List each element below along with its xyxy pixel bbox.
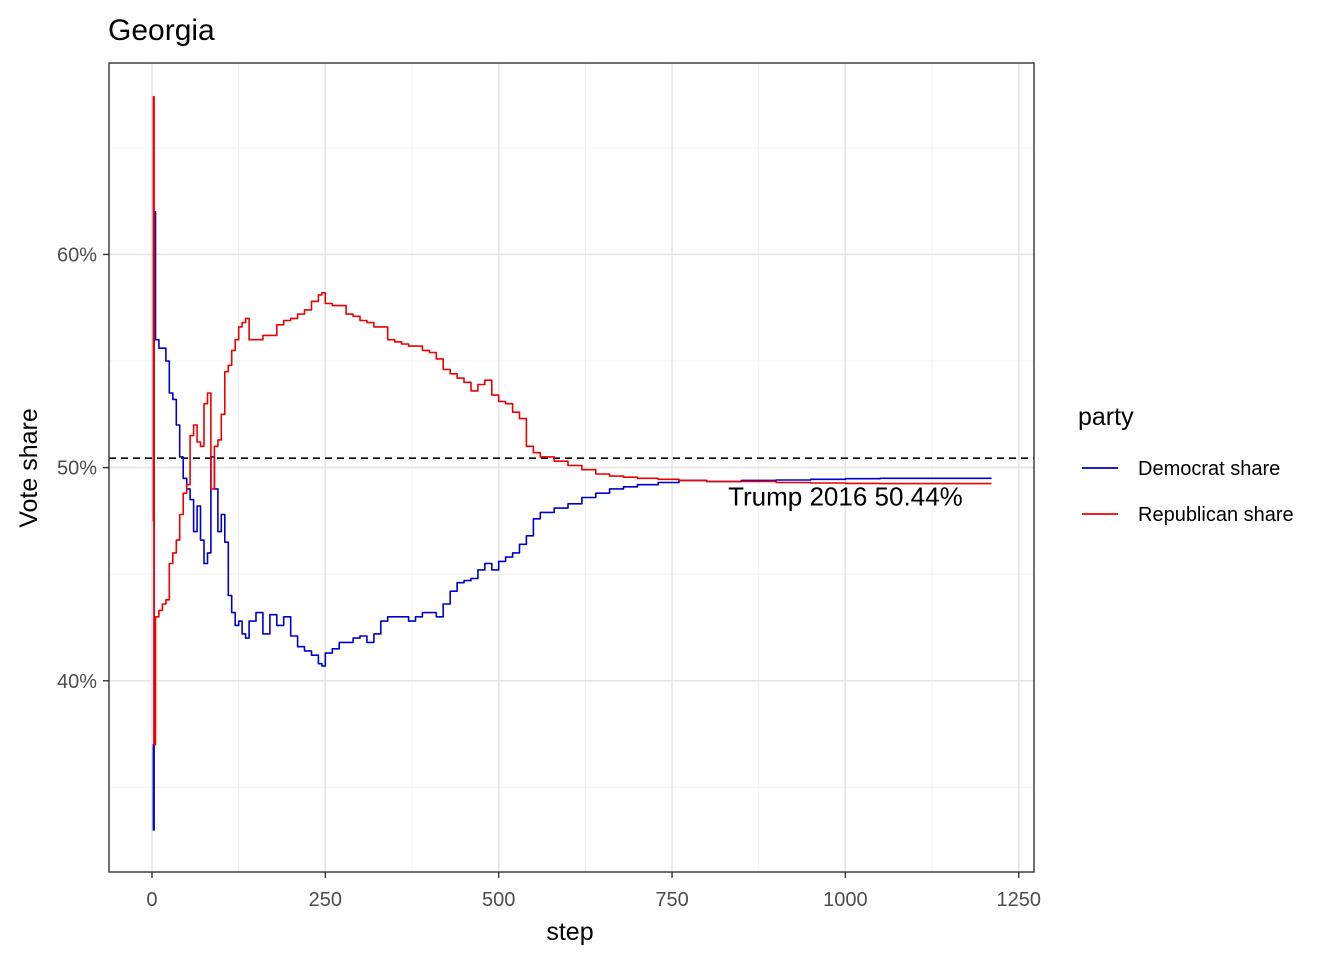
legend-label: Republican share xyxy=(1138,504,1294,526)
x-tick-label: 750 xyxy=(655,889,688,911)
chart-title: Georgia xyxy=(108,14,215,47)
legend: party Democrat share Republican share xyxy=(1078,403,1294,526)
y-tick-label: 50% xyxy=(57,458,97,480)
y-axis-title: Vote share xyxy=(15,408,43,528)
x-tick-label: 500 xyxy=(482,889,515,911)
y-tick-label: 60% xyxy=(57,244,97,266)
x-tick-label: 250 xyxy=(309,889,342,911)
x-axis-title: step xyxy=(546,918,593,946)
axis-ticks: 0 250 500 750 1000 1250 40% 50% 60% xyxy=(57,244,1041,911)
republican-share-line xyxy=(152,95,992,746)
series-lines xyxy=(152,95,992,831)
x-tick-label: 1250 xyxy=(996,889,1041,911)
x-tick-label: 1000 xyxy=(823,889,868,911)
democrat-share-line xyxy=(152,211,992,831)
grid-lines xyxy=(109,63,1034,872)
legend-title: party xyxy=(1078,403,1134,431)
y-tick-label: 40% xyxy=(57,671,97,693)
x-tick-label: 0 xyxy=(146,889,157,911)
legend-label: Democrat share xyxy=(1138,458,1280,480)
trump-2016-annotation: Trump 2016 50.44% xyxy=(728,481,963,511)
